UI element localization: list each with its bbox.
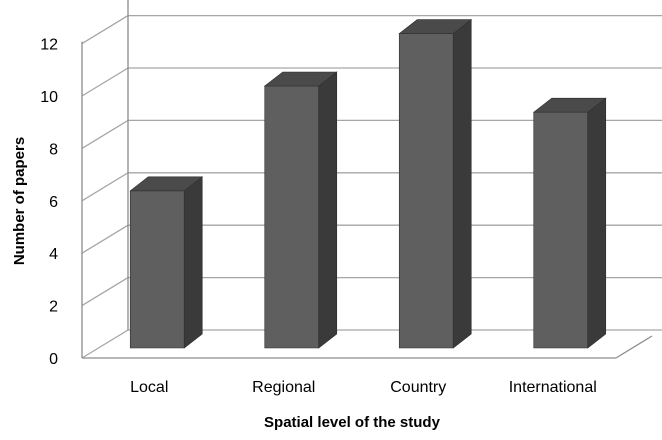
floor-right-edge bbox=[615, 335, 653, 359]
y-tick-label: 2 bbox=[49, 299, 58, 316]
bar-top bbox=[398, 19, 473, 34]
bars bbox=[129, 18, 607, 349]
bar bbox=[398, 18, 473, 349]
gridline-diagonal bbox=[81, 224, 129, 254]
gridline-diagonal bbox=[81, 119, 129, 149]
gridline-diagonal bbox=[81, 329, 129, 359]
bar-top bbox=[129, 176, 204, 192]
x-tick-label: Country bbox=[390, 379, 446, 396]
bar-front bbox=[533, 111, 589, 349]
gridline-diagonal bbox=[81, 172, 129, 202]
y-axis-title: Number of papers bbox=[11, 137, 28, 265]
y-tick-label: 10 bbox=[40, 89, 58, 106]
bar-side bbox=[318, 71, 338, 349]
bar-top bbox=[263, 71, 338, 87]
bar-front bbox=[264, 85, 320, 349]
gridline-diagonal bbox=[81, 277, 129, 307]
y-tick-label: 6 bbox=[49, 194, 58, 211]
x-tick-labels: Local Regional Country International bbox=[130, 379, 597, 396]
gridline-diagonal bbox=[81, 67, 129, 97]
bar-top bbox=[532, 97, 607, 113]
bar-front bbox=[398, 33, 454, 349]
y-tick-labels: 0 2 4 6 8 10 12 bbox=[40, 37, 58, 368]
axis-lines bbox=[81, 0, 653, 359]
bar bbox=[263, 71, 338, 349]
y-tick-label: 0 bbox=[49, 351, 58, 368]
x-tick-label: Local bbox=[130, 379, 168, 396]
bar-side bbox=[452, 18, 472, 349]
y-tick-label: 8 bbox=[49, 141, 58, 158]
y-tick-label: 4 bbox=[49, 246, 58, 263]
x-axis-title: Spatial level of the study bbox=[264, 414, 441, 431]
bar bbox=[532, 97, 607, 349]
gridline-diagonal bbox=[81, 15, 129, 45]
bar-side bbox=[183, 176, 203, 349]
gridlines bbox=[81, 14, 662, 359]
x-tick-label: Regional bbox=[252, 379, 315, 396]
bar-front bbox=[129, 190, 185, 349]
bar-side bbox=[587, 97, 607, 349]
bar bbox=[129, 176, 204, 349]
x-tick-label: International bbox=[509, 379, 597, 396]
y-tick-label: 12 bbox=[40, 37, 58, 54]
